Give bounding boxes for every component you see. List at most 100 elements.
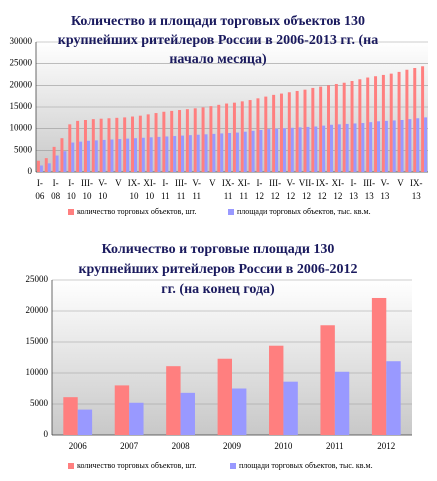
bar [166,366,181,435]
legend-label: количество торговых объектов, шт. [77,207,196,216]
x-tick-label: IX- 13 [410,178,423,201]
y-tick-label: 25000 [10,58,33,68]
x-tick-label: XI- 12 [332,178,345,201]
x-tick-label-part: 08 [51,191,61,201]
bar [44,158,48,172]
legend-swatch [228,209,234,215]
bar [52,146,56,172]
bar [107,118,111,172]
bar [102,139,106,172]
y-tick-label: 30000 [10,36,33,46]
x-tick-label-part: V- [98,178,107,188]
bar [397,71,401,172]
bar [79,141,83,172]
bar [353,123,357,172]
bar [36,160,40,172]
bar [138,115,142,172]
bar [283,381,298,435]
x-tick-label: 2010 [274,441,293,451]
bar [217,104,221,172]
bar [400,120,404,172]
bar [269,345,284,435]
x-tick-label-part: III- [363,178,375,188]
bar [350,81,354,172]
bar [170,110,174,172]
bar [118,139,122,172]
x-tick-label-part: 12 [333,191,342,201]
chart-title: Количество и торговые площади 130 [102,242,335,257]
bar [94,140,98,172]
x-tick-label-part: V- [286,178,295,188]
bar [330,124,333,172]
bar [371,297,387,435]
bar [178,110,182,172]
bar [149,137,153,172]
x-tick-label-part: IX- [222,178,235,188]
y-tick-label: 5000 [14,144,33,154]
x-tick-label: I- 06 [35,178,45,201]
bar [86,140,90,172]
bar [83,120,87,172]
y-tick-label: 20000 [26,305,49,315]
bar [243,131,247,172]
bar [405,69,409,172]
bar [306,126,310,172]
bar [282,128,286,172]
bar [60,138,64,172]
bar [193,108,197,172]
bar [287,92,291,172]
bar [154,113,158,172]
x-tick-label-part: VII- [299,178,315,188]
x-tick-label-part: V- [381,178,390,188]
bar [209,106,213,172]
x-tick-label: III- 10 [81,178,93,201]
bar [413,68,417,172]
x-tick-label-part: I- [37,178,43,188]
x-tick-label: V- 11 [192,178,201,201]
x-tick-label-part: 06 [35,191,45,201]
bar [232,388,247,435]
bar [251,130,255,172]
bar [327,85,330,172]
bar [220,133,224,172]
x-tick-label: IX- 12 [316,178,329,201]
y-tick-label: 10000 [10,123,33,133]
bar [134,138,137,172]
x-tick-label-part: 12 [255,191,264,201]
bar [232,102,236,172]
bar [416,118,420,172]
legend-swatch [68,209,74,215]
bar [314,126,318,172]
bar [264,96,268,172]
bar [173,136,177,172]
y-tick-label: 15000 [26,336,49,346]
x-tick-label-part: IX- [316,178,329,188]
x-tick-label-part: XI- [238,178,251,188]
x-tick-label-part: 11 [224,191,233,201]
x-tick-label: 2011 [326,441,344,451]
bar [342,82,346,172]
bar [217,358,232,435]
x-tick-label-part: 11 [239,191,248,201]
x-tick-label-part: 13 [349,191,359,201]
x-tick-label-part: 10 [82,191,92,201]
x-tick-label-part: III- [81,178,93,188]
bar [115,117,119,172]
bar [110,139,114,172]
bar [71,142,75,172]
bar [256,98,260,172]
x-tick-label-part: IX- [410,178,423,188]
bar [298,127,302,172]
bar [377,121,381,172]
bar [272,94,276,172]
bar [204,134,208,172]
bar [228,133,232,172]
y-tick-label: 5000 [30,398,49,408]
x-tick-label-part: 12 [286,191,295,201]
bar [279,93,283,172]
bar [240,101,244,172]
bar [267,129,271,172]
y-tick-label: 15000 [10,101,33,111]
x-tick-label-part: V- [192,178,201,188]
